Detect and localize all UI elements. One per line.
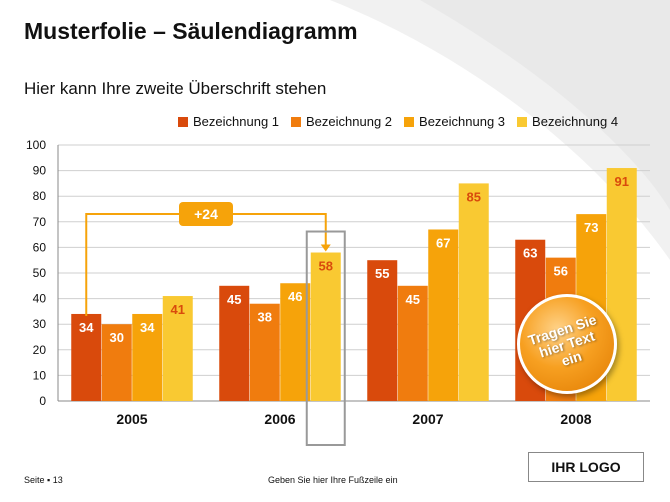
data-label-2008-s1: 63 [523,246,537,261]
annotation-badge [179,202,233,226]
bar-2006-s1 [219,285,250,401]
legend-swatch-4 [517,116,528,127]
x-tick-label-2008: 2008 [560,411,591,427]
x-tick-label-2007: 2007 [412,411,443,427]
data-label-2008-s2: 56 [554,264,568,279]
bar-2007-s4 [458,183,489,401]
logo-placeholder: IHR LOGO [528,452,644,482]
y-tick-label-2: 20 [33,343,47,357]
highlight-frame [305,230,346,446]
x-tick-label-2005: 2005 [116,411,147,427]
bar-2005-s3 [132,313,163,401]
data-label-2007-s2: 45 [406,292,420,307]
legend-label-2: Bezeichnung 2 [306,114,393,129]
annotation-label: +24 [194,206,218,222]
data-label-2005-s3: 34 [140,320,155,335]
legend-item-1: Bezeichnung 1 [178,114,279,129]
y-tick-label-5: 50 [33,266,47,280]
data-label-2008-s3: 73 [584,220,598,235]
legend-swatch-1 [178,116,188,127]
data-label-2006-s1: 45 [227,292,241,307]
legend-swatch-2 [291,116,302,127]
bar-2005-s1 [71,313,102,401]
y-tick-label-9: 90 [33,164,47,178]
bar-2007-s1 [367,260,398,401]
bar-2007-s3 [428,229,459,401]
data-label-2005-s4: 41 [171,302,185,317]
bar-2005-s2 [101,324,132,401]
bar-2006-s4 [310,252,341,401]
data-label-2007-s1: 55 [375,266,389,281]
bar-2005-s4 [162,296,193,401]
legend-label-4: Bezeichnung 4 [532,114,619,129]
data-label-2007-s3: 67 [436,235,450,250]
legend-label-3: Bezeichnung 3 [419,114,506,129]
slide-title: Musterfolie – Säulendiagramm [24,18,358,44]
legend-item-2: Bezeichnung 2 [291,114,392,129]
data-label-2005-s2: 30 [110,330,124,345]
footer-text: Geben Sie hier Ihre Fußzeile ein [268,475,398,485]
text-sticker[interactable]: Tragen Sie hier Text ein [517,294,617,394]
sticker-text: Tragen Sie hier Text ein [526,310,599,369]
y-tick-label-7: 70 [33,215,47,229]
annotation-arrowhead [320,244,331,252]
y-tick-label-4: 40 [33,292,47,306]
y-tick-label-10: 100 [26,138,46,152]
legend-swatch-3 [404,116,415,127]
slide-subtitle: Hier kann Ihre zweite Überschrift stehen [24,79,327,98]
data-label-2006-s4: 58 [319,259,333,274]
data-label-2008-s4: 91 [615,174,629,189]
legend-label-1: Bezeichnung 1 [193,114,280,129]
y-tick-label-0: 0 [39,394,46,408]
y-tick-label-1: 10 [33,368,47,382]
chart-legend: Bezeichnung 1 Bezeichnung 2 Bezeichnung … [178,114,618,129]
y-tick-label-8: 80 [33,189,47,203]
legend-item-4: Bezeichnung 4 [517,114,618,129]
y-tick-label-6: 60 [33,240,47,254]
bar-2006-s3 [280,283,311,401]
bar-2006-s2 [249,303,280,401]
footer-page-number: Seite ▪ 13 [24,475,63,485]
x-tick-label-2006: 2006 [264,411,295,427]
data-label-2005-s1: 34 [79,320,94,335]
data-label-2007-s4: 85 [467,189,481,204]
legend-item-3: Bezeichnung 3 [404,114,505,129]
y-tick-label-3: 30 [33,317,47,331]
data-label-2006-s2: 38 [258,310,272,325]
data-label-2006-s3: 46 [288,289,302,304]
bar-2007-s2 [397,285,428,401]
